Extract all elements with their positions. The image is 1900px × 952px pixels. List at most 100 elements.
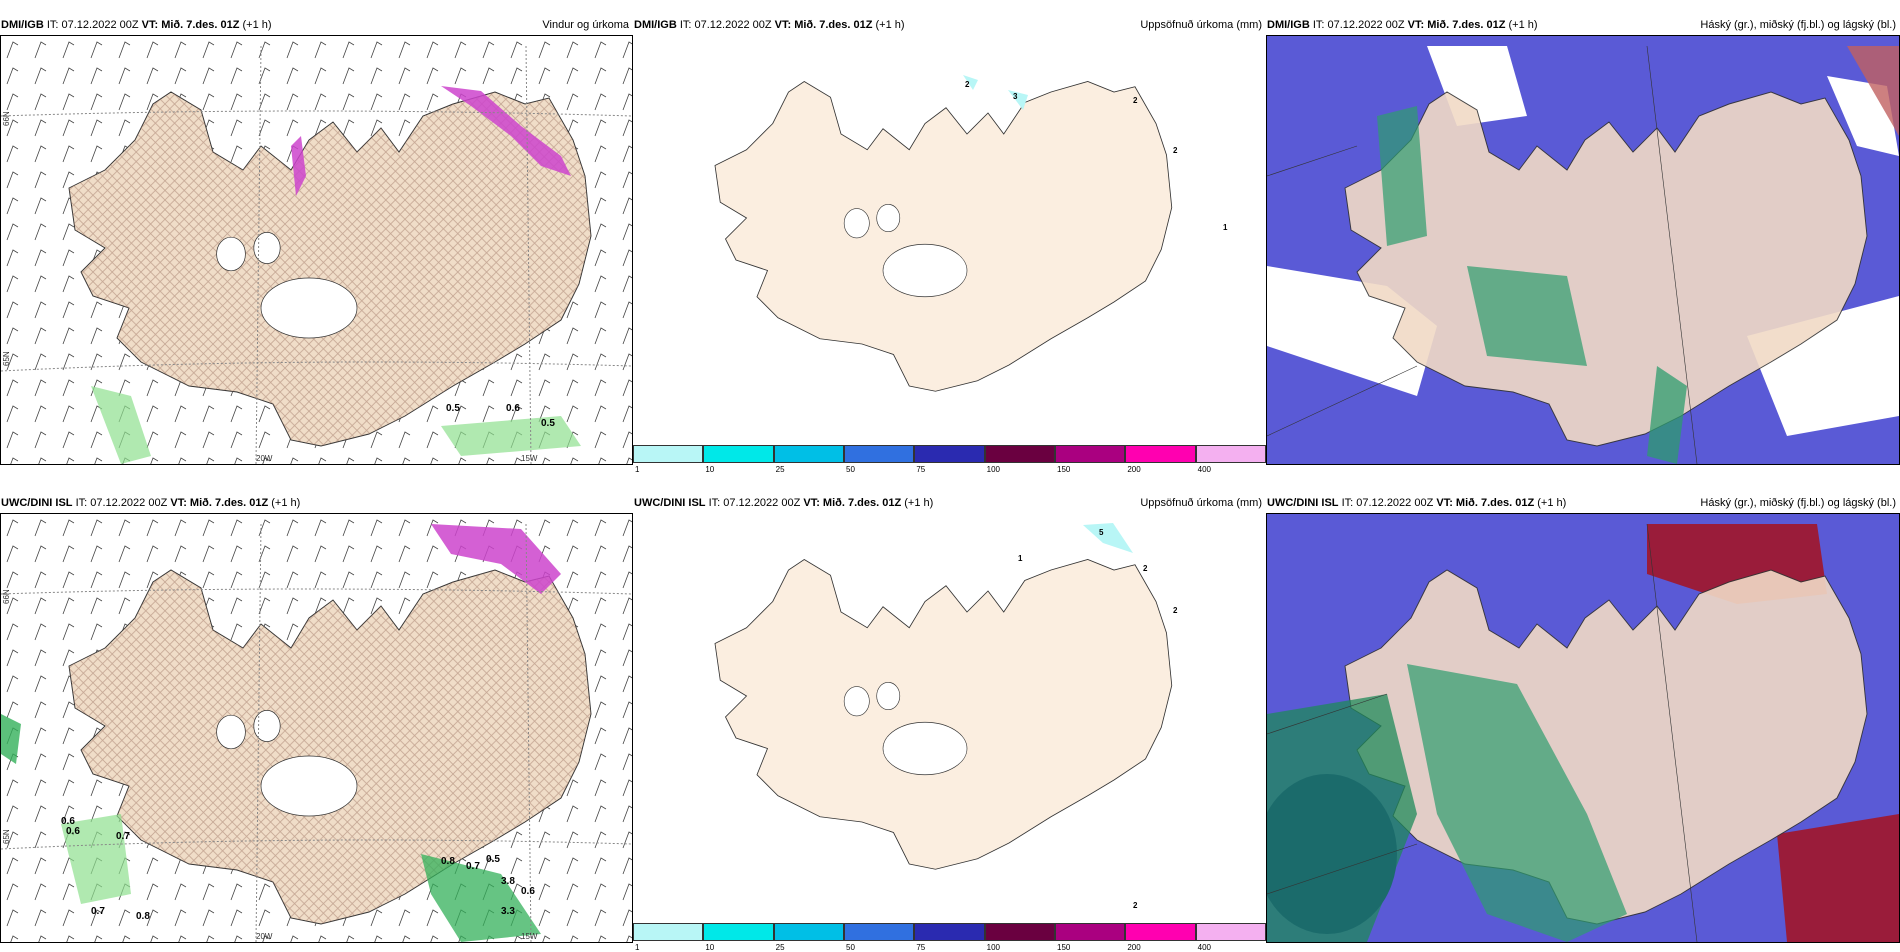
colorbar-swatch bbox=[1125, 445, 1196, 463]
lat-label: 66N bbox=[2, 589, 11, 604]
colorbar-tick-label: 75 bbox=[916, 465, 926, 474]
panel-header: UWC/DINI ISL IT: 07.12.2022 00Z VT: Mið.… bbox=[1266, 493, 1900, 513]
cloud-panel-bottom: UWC/DINI ISL IT: 07.12.2022 00Z VT: Mið.… bbox=[1266, 493, 1900, 950]
wind-map: 0.5 0.6 0.5 66N 65N 20W 15W bbox=[0, 35, 633, 465]
wind-panel-bottom: UWC/DINI ISL IT: 07.12.2022 00Z VT: Mið.… bbox=[0, 493, 633, 950]
precip-map: 5 1 2 2 2 bbox=[633, 513, 1266, 923]
precip-colorbar: 1 10 25 50 75 100 150 200 400 bbox=[633, 923, 1266, 952]
colorbar-tick-label: 200 bbox=[1127, 465, 1141, 474]
colorbar-swatch bbox=[633, 923, 704, 941]
lead-time: (+1 h) bbox=[242, 19, 272, 31]
lead-time: (+1 h) bbox=[1537, 497, 1567, 509]
cloud-panel-top: DMI/IGB IT: 07.12.2022 00Z VT: Mið. 7.de… bbox=[1266, 15, 1900, 465]
colorbar-tick-label: 400 bbox=[1197, 943, 1212, 952]
lon-label: 20W bbox=[256, 932, 273, 941]
precip-label: 1 bbox=[1223, 223, 1228, 232]
panel-title: Háský (gr.), miðský (fj.bl.) og lágský (… bbox=[1700, 497, 1896, 509]
colorbar-swatch bbox=[773, 923, 844, 941]
colorbar-swatch bbox=[844, 923, 915, 941]
init-time: IT: 07.12.2022 00Z bbox=[708, 497, 801, 509]
colorbar-tick-label: 400 bbox=[1197, 465, 1212, 474]
colorbar-tick-label: 1 bbox=[635, 465, 640, 474]
lon-label: 15W bbox=[521, 932, 538, 941]
precip-label: 2 bbox=[1133, 96, 1138, 105]
precip-label: 0.8 bbox=[136, 911, 150, 922]
panel-title: Uppsöfnuð úrkoma (mm) bbox=[1140, 497, 1262, 509]
colorbar-swatch bbox=[1125, 923, 1196, 941]
colorbar-tick-label: 100 bbox=[986, 465, 1001, 474]
panel-title: Háský (gr.), miðský (fj.bl.) og lágský (… bbox=[1700, 19, 1896, 31]
colorbar-tick-label: 150 bbox=[1057, 943, 1071, 952]
valid-time: VT: Mið. 7.des. 01Z bbox=[1436, 497, 1535, 509]
panel-title: Uppsöfnuð úrkoma (mm) bbox=[1140, 19, 1262, 31]
lead-time: (+1 h) bbox=[271, 497, 301, 509]
colorbar-tick-label: 150 bbox=[1057, 465, 1071, 474]
panel-header: DMI/IGB IT: 07.12.2022 00Z VT: Mið. 7.de… bbox=[1266, 15, 1900, 35]
lead-time: (+1 h) bbox=[875, 19, 905, 31]
precip-label: 0.6 bbox=[66, 826, 80, 837]
precip-label: 0.5 bbox=[541, 418, 555, 429]
colorbar-tick-label: 1 bbox=[635, 943, 640, 952]
precip-label: 0.6 bbox=[521, 886, 535, 897]
model-name: UWC/DINI ISL bbox=[1267, 497, 1339, 509]
precip-label: 2 bbox=[1173, 146, 1178, 155]
precip-panel-bottom: UWC/DINI ISL IT: 07.12.2022 00Z VT: Mið.… bbox=[633, 493, 1266, 952]
wind-map: 0.6 0.6 0.7 0.7 0.8 0.8 0.7 0.5 3.8 0.6 … bbox=[0, 513, 633, 943]
precip-label: 3 bbox=[1013, 92, 1018, 101]
precip-label: 0.5 bbox=[446, 403, 460, 414]
precip-label: 2 bbox=[1173, 606, 1178, 615]
valid-time: VT: Mið. 7.des. 01Z bbox=[141, 19, 240, 31]
wind-panel-top: DMI/IGB IT: 07.12.2022 00Z VT: Mið. 7.de… bbox=[0, 15, 633, 465]
colorbar-swatch bbox=[984, 445, 1055, 463]
valid-time: VT: Mið. 7.des. 01Z bbox=[170, 497, 269, 509]
colorbar-tick-label: 25 bbox=[775, 943, 785, 952]
colorbar-swatch bbox=[914, 445, 985, 463]
precip-label: 0.8 bbox=[441, 856, 455, 867]
model-name: DMI/IGB bbox=[1, 19, 44, 31]
lead-time: (+1 h) bbox=[1508, 19, 1538, 31]
lon-label: 20W bbox=[256, 454, 273, 463]
colorbar-tick-label: 100 bbox=[986, 943, 1001, 952]
colorbar-swatch bbox=[703, 445, 774, 463]
panel-header: UWC/DINI ISL IT: 07.12.2022 00Z VT: Mið.… bbox=[633, 493, 1266, 513]
init-time: IT: 07.12.2022 00Z bbox=[679, 19, 772, 31]
precip-label: 3.8 bbox=[501, 876, 515, 887]
lat-label: 65N bbox=[2, 351, 11, 366]
panel-header: UWC/DINI ISL IT: 07.12.2022 00Z VT: Mið.… bbox=[0, 493, 633, 513]
panel-header: DMI/IGB IT: 07.12.2022 00Z VT: Mið. 7.de… bbox=[633, 15, 1266, 35]
valid-time: VT: Mið. 7.des. 01Z bbox=[774, 19, 873, 31]
panel-header: DMI/IGB IT: 07.12.2022 00Z VT: Mið. 7.de… bbox=[0, 15, 633, 35]
precip-label: 2 bbox=[1133, 901, 1138, 910]
valid-time: VT: Mið. 7.des. 01Z bbox=[803, 497, 902, 509]
cloud-map bbox=[1266, 35, 1900, 465]
colorbar-tick-label: 25 bbox=[775, 465, 785, 474]
precip-colorbar: 1 10 25 50 75 100 150 200 400 bbox=[633, 445, 1266, 474]
lat-label: 66N bbox=[2, 111, 11, 126]
model-name: UWC/DINI ISL bbox=[634, 497, 706, 509]
colorbar-swatch bbox=[1055, 923, 1126, 941]
precip-label: 2 bbox=[1143, 564, 1148, 573]
colorbar-tick-label: 50 bbox=[846, 943, 855, 952]
init-time: IT: 07.12.2022 00Z bbox=[1312, 19, 1405, 31]
init-time: IT: 07.12.2022 00Z bbox=[46, 19, 139, 31]
lon-label: 15W bbox=[521, 454, 538, 463]
precip-label: 0.6 bbox=[61, 816, 75, 827]
init-time: IT: 07.12.2022 00Z bbox=[75, 497, 168, 509]
colorbar-tick-label: 10 bbox=[705, 465, 715, 474]
colorbar-swatch bbox=[703, 923, 774, 941]
precip-label: 0.7 bbox=[116, 831, 130, 842]
precip-label: 1 bbox=[1018, 554, 1023, 563]
precip-label: 0.7 bbox=[91, 906, 105, 917]
model-name: DMI/IGB bbox=[1267, 19, 1310, 31]
model-name: DMI/IGB bbox=[634, 19, 677, 31]
precip-label: 3.3 bbox=[501, 906, 515, 917]
precip-map: 2 3 2 2 1 bbox=[633, 35, 1266, 445]
cloud-map bbox=[1266, 513, 1900, 943]
colorbar-swatch bbox=[1055, 445, 1126, 463]
precip-label: 0.5 bbox=[486, 854, 500, 865]
precip-label: 2 bbox=[965, 80, 970, 89]
colorbar-tick-label: 200 bbox=[1127, 943, 1141, 952]
colorbar-tick-label: 50 bbox=[846, 465, 855, 474]
colorbar-swatch bbox=[773, 445, 844, 463]
precip-panel-top: DMI/IGB IT: 07.12.2022 00Z VT: Mið. 7.de… bbox=[633, 15, 1266, 474]
